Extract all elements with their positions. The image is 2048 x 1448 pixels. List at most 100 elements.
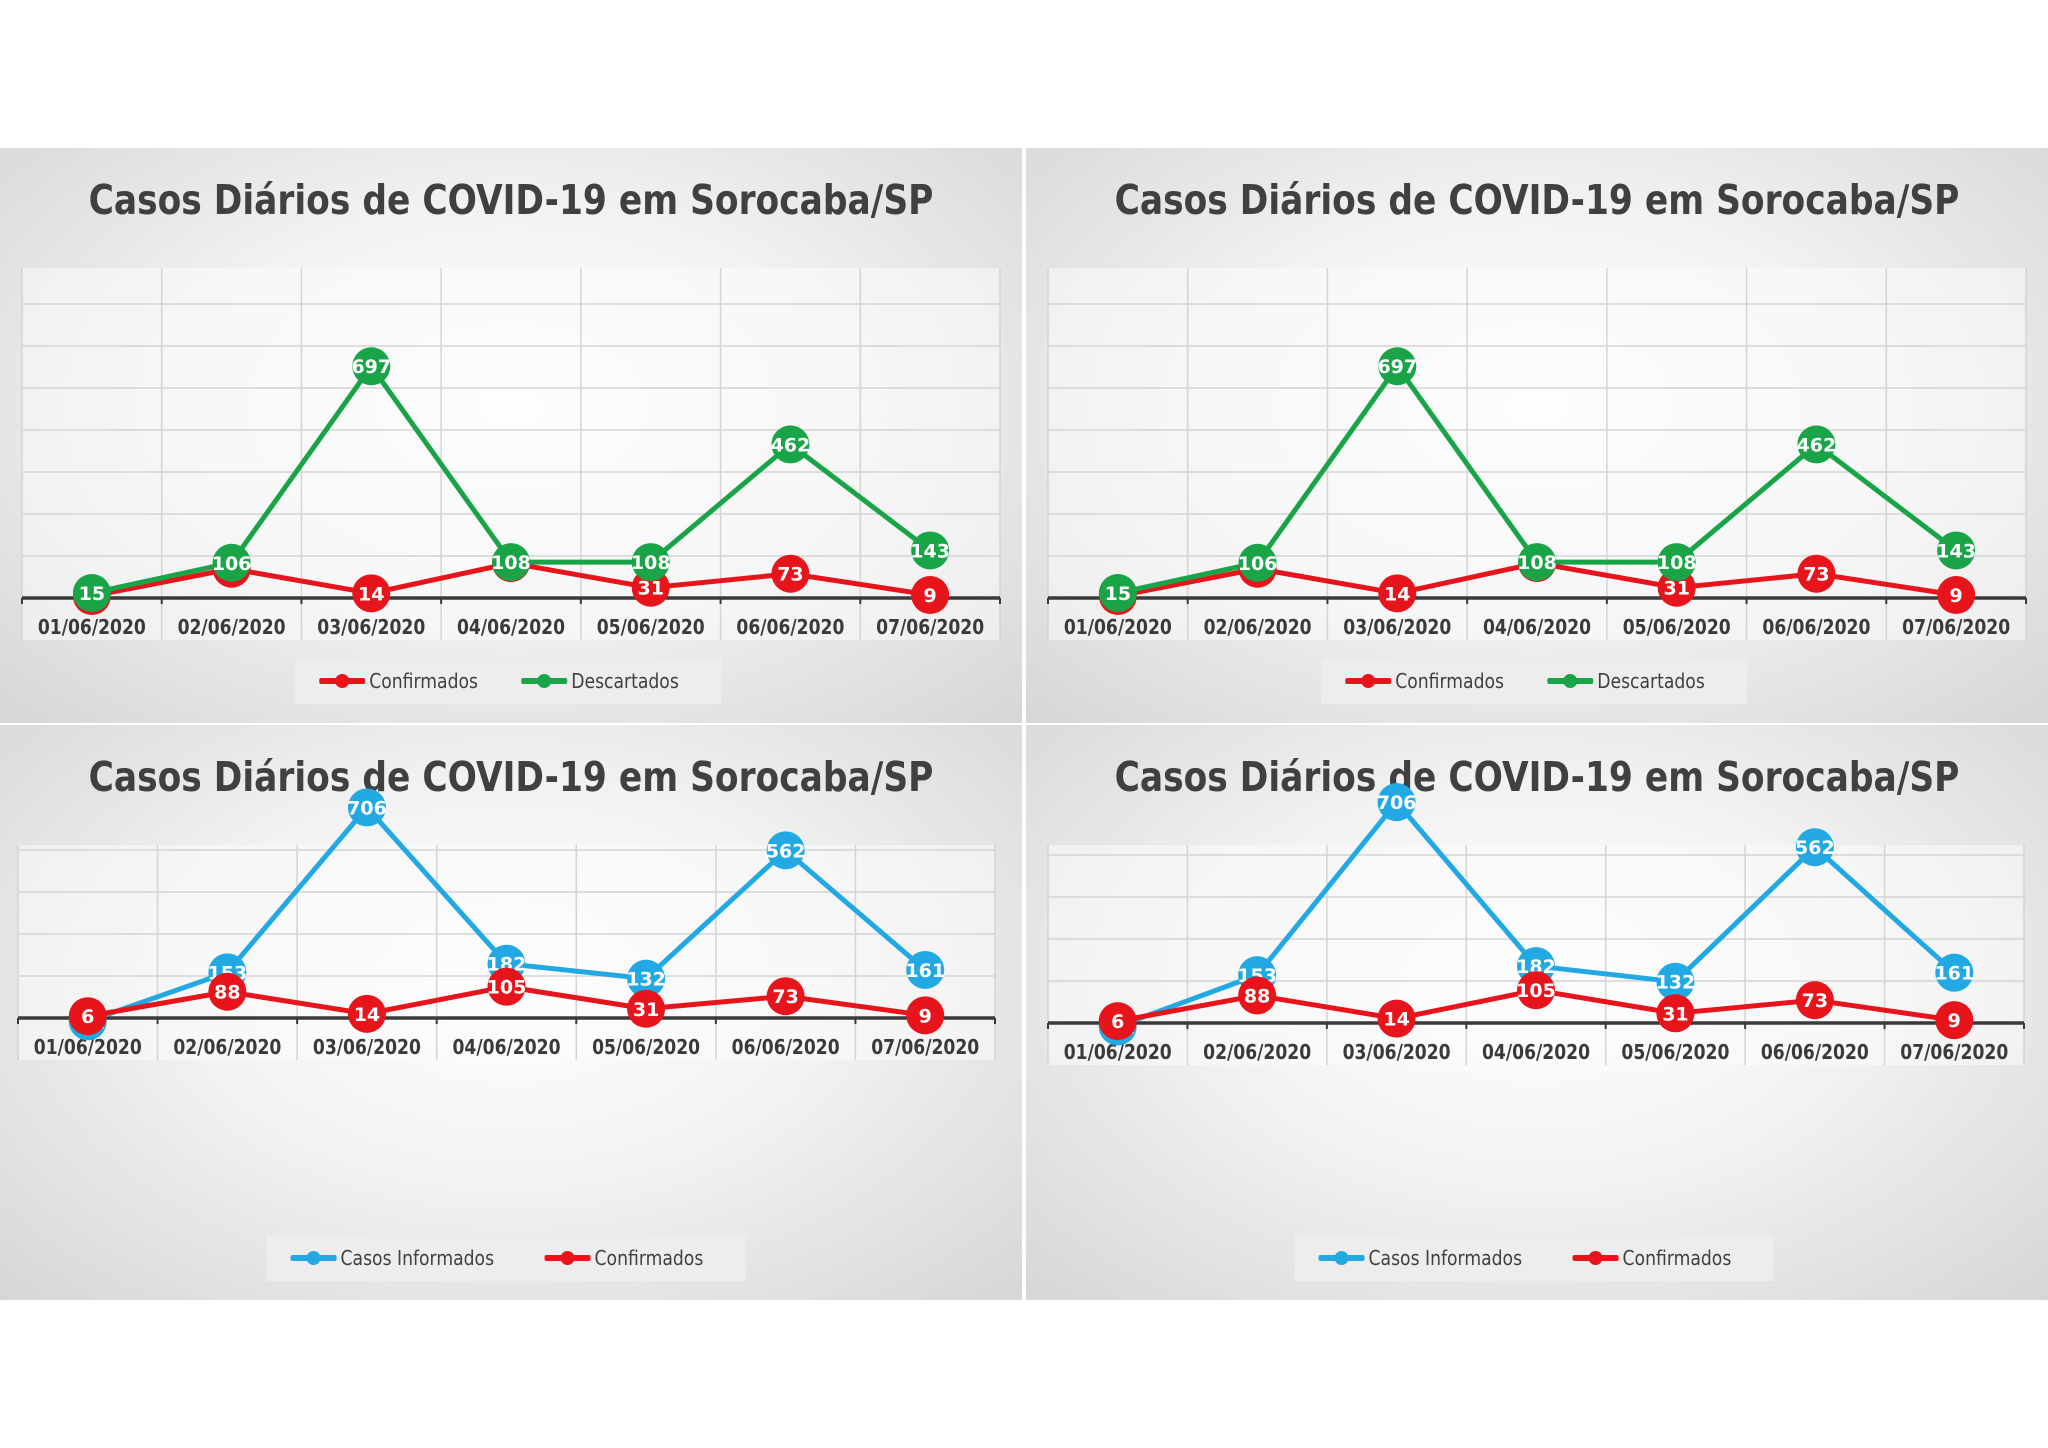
data-point-1: [68, 997, 107, 1036]
legend-swatch-confirmados: [1573, 1251, 1620, 1265]
data-point-0: [911, 576, 950, 615]
chart-plot: 01/06/2020 02/06/2020 03/06/2020 04/06/2020…: [17, 788, 996, 1060]
data-label-1: 6: [1111, 1011, 1124, 1033]
data-point-0: [352, 574, 391, 613]
data-label-1: 106: [212, 553, 252, 575]
data-point-0: [347, 788, 386, 827]
data-point-1: [1378, 347, 1417, 386]
data-label-0: 706: [347, 797, 387, 819]
data-label-1: 31: [1662, 1003, 1688, 1025]
data-point-1: [1795, 981, 1834, 1020]
data-point-1: [1098, 574, 1137, 613]
data-label-1: 143: [1936, 540, 1976, 562]
legend-item: Confirmados: [545, 1246, 721, 1270]
legend-label: Confirmados: [595, 1246, 704, 1270]
data-point-1: [1377, 999, 1416, 1038]
legend-label: Confirmados: [369, 669, 478, 693]
data-label-1: 108: [491, 552, 531, 574]
data-point-1: [1238, 976, 1277, 1015]
x-tick-label: 01/06/2020: [38, 615, 146, 639]
data-point-1: [1657, 543, 1696, 582]
chart-plot: 01/06/2020 02/06/2020 03/06/2020 04/06/2020…: [21, 268, 1001, 640]
legend-label: Casos Informados: [340, 1246, 495, 1270]
data-point-1: [906, 996, 945, 1035]
data-label-0: 182: [1516, 956, 1556, 978]
data-label-1: 15: [79, 583, 105, 605]
data-point-1: [1517, 971, 1555, 1010]
x-tick-label: 07/06/2020: [1902, 615, 2010, 639]
data-label-0: 182: [487, 954, 527, 976]
data-label-0: 161: [1934, 963, 1974, 985]
legend-item: Confirmados: [1573, 1246, 1749, 1270]
x-tick-label: 06/06/2020: [736, 615, 844, 639]
data-label-0: 161: [905, 960, 945, 982]
data-point-1: [1656, 994, 1695, 1033]
chart-title: Casos Diários de COVID-19 em Sorocaba/SP: [88, 176, 934, 224]
legend-swatch-confirmados: [1345, 674, 1392, 688]
legend-swatch-confirmados: [545, 1251, 592, 1265]
x-tick-label: 03/06/2020: [1343, 615, 1451, 639]
data-point-0: [1378, 574, 1417, 613]
data-point-0: [1797, 554, 1836, 593]
data-label-0: 132: [1656, 972, 1696, 994]
legend-swatch-casos-informados: [1318, 1251, 1365, 1265]
legend-label: Casos Informados: [1368, 1246, 1523, 1270]
data-label-1: 462: [1797, 434, 1837, 456]
legend-label: Descartados: [1597, 669, 1706, 693]
data-label-1: 6: [81, 1006, 94, 1028]
x-tick-label: 02/06/2020: [1204, 615, 1312, 639]
chart-legend: Casos Informados Confirmados: [1294, 1235, 1774, 1281]
data-point-0: [1377, 783, 1416, 822]
data-point-1: [766, 977, 805, 1016]
x-tick-label: 01/06/2020: [1064, 615, 1172, 639]
data-point-1: [1937, 531, 1976, 570]
data-label-0: 9: [1950, 585, 1963, 607]
x-tick-label: 04/06/2020: [1483, 615, 1591, 639]
x-tick-label: 05/06/2020: [1623, 615, 1731, 639]
data-label-1: 88: [1244, 985, 1270, 1007]
data-point-0: [766, 831, 805, 870]
data-label-1: 143: [910, 540, 950, 562]
chart-plot: 01/06/2020 02/06/2020 03/06/2020 04/06/2020…: [1047, 268, 2027, 640]
data-point-1: [1518, 543, 1556, 582]
legend-label: Descartados: [571, 669, 680, 693]
chart-legend: Confirmados Descartados: [295, 658, 721, 704]
legend-swatch-descartados: [1547, 674, 1594, 688]
data-label-0: 73: [1803, 564, 1829, 586]
data-label-1: 108: [631, 552, 671, 574]
data-label-1: 9: [919, 1005, 932, 1027]
data-label-1: 462: [771, 434, 811, 456]
data-label-1: 88: [214, 982, 240, 1004]
legend-swatch-confirmados: [319, 674, 366, 688]
legend-item: Casos Informados: [1318, 1246, 1547, 1270]
chart-title: Casos Diários de COVID-19 em Sorocaba/SP: [1114, 753, 1960, 801]
data-label-0: 14: [358, 583, 384, 605]
chart-panel-top-right: Casos Diários de COVID-19 em Sorocaba/SP…: [1026, 148, 2048, 723]
x-tick-label: 03/06/2020: [313, 1035, 421, 1059]
data-label-1: 697: [351, 356, 391, 378]
data-point-1: [487, 967, 526, 1006]
data-point-1: [72, 574, 111, 613]
x-tick-label: 02/06/2020: [178, 615, 286, 639]
data-point-1: [1935, 1001, 1974, 1040]
legend-label: Confirmados: [1395, 669, 1504, 693]
x-tick-label: 06/06/2020: [1761, 1040, 1869, 1064]
chart-grid: Casos Diários de COVID-19 em Sorocaba/SP…: [0, 148, 2048, 1300]
data-label-1: 15: [1105, 583, 1131, 605]
data-label-1: 108: [1657, 552, 1697, 574]
x-tick-label: 03/06/2020: [317, 615, 425, 639]
data-label-1: 31: [633, 999, 659, 1021]
x-tick-label: 05/06/2020: [592, 1035, 700, 1059]
data-point-1: [347, 994, 386, 1033]
legend-item: Confirmados: [319, 669, 495, 693]
legend-item: Descartados: [1547, 669, 1723, 693]
chart-panel-bottom-left: Casos Diários de COVID-19 em Sorocaba/SP…: [0, 725, 1022, 1300]
x-tick-label: 06/06/2020: [732, 1035, 840, 1059]
chart-plot: 01/06/2020 02/06/2020 03/06/2020 04/06/2020…: [1047, 783, 2025, 1065]
data-point-1: [911, 531, 950, 570]
data-label-0: 9: [924, 585, 937, 607]
data-label-1: 73: [772, 986, 798, 1008]
x-tick-label: 04/06/2020: [457, 615, 565, 639]
data-point-1: [212, 543, 251, 582]
data-point-1: [492, 543, 530, 582]
